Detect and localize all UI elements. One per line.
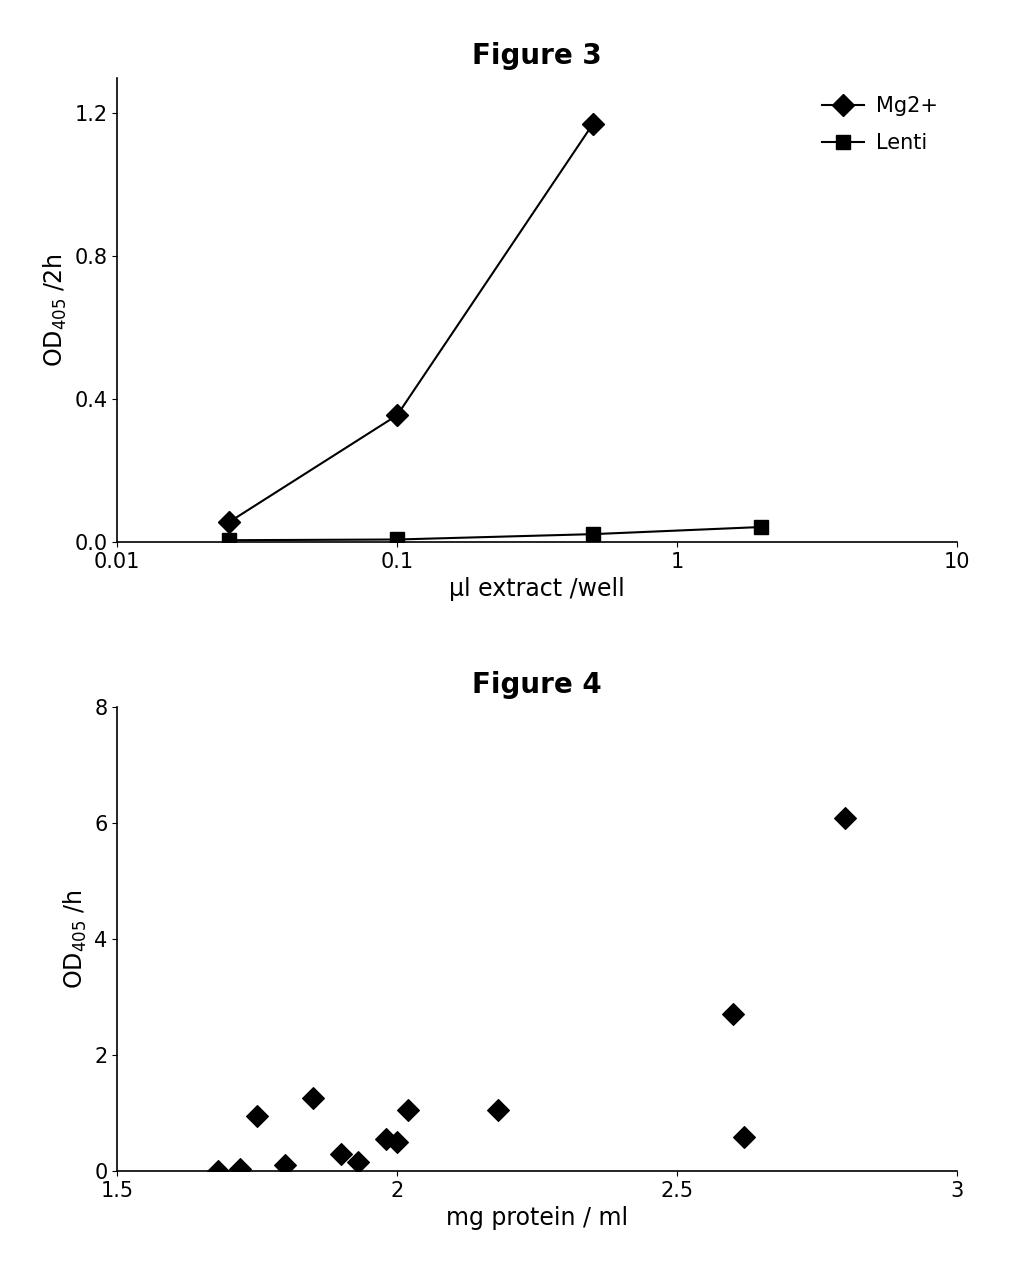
Point [350,1152,366,1173]
X-axis label: μl extract /well: μl extract /well [449,577,625,602]
Y-axis label: OD$_{405}$ /2h: OD$_{405}$ /2h [41,253,69,366]
Point [377,1130,393,1150]
Mg2+ [586,116,599,131]
Line: Lenti: Lenti [221,520,767,547]
Point [836,808,852,828]
Point [333,1144,349,1164]
Point [249,1105,265,1126]
Title: Figure 4: Figure 4 [472,670,602,698]
Point [277,1155,293,1175]
Line: Mg2+: Mg2+ [220,116,600,530]
Point [305,1089,321,1109]
Point [489,1100,506,1121]
Lenti [586,527,599,542]
Lenti [390,532,402,547]
Mg2+ [390,407,402,422]
Lenti [222,533,235,548]
X-axis label: mg protein / ml: mg protein / ml [446,1206,628,1230]
Point [400,1100,417,1121]
Y-axis label: OD$_{405}$ /h: OD$_{405}$ /h [62,889,89,988]
Point [724,1004,740,1024]
Point [233,1159,249,1179]
Point [209,1161,225,1182]
Title: Figure 3: Figure 3 [472,42,602,70]
Point [388,1132,404,1152]
Lenti [754,519,766,534]
Mg2+ [222,515,235,530]
Point [736,1127,752,1147]
Legend: Mg2+, Lenti: Mg2+, Lenti [813,88,945,162]
